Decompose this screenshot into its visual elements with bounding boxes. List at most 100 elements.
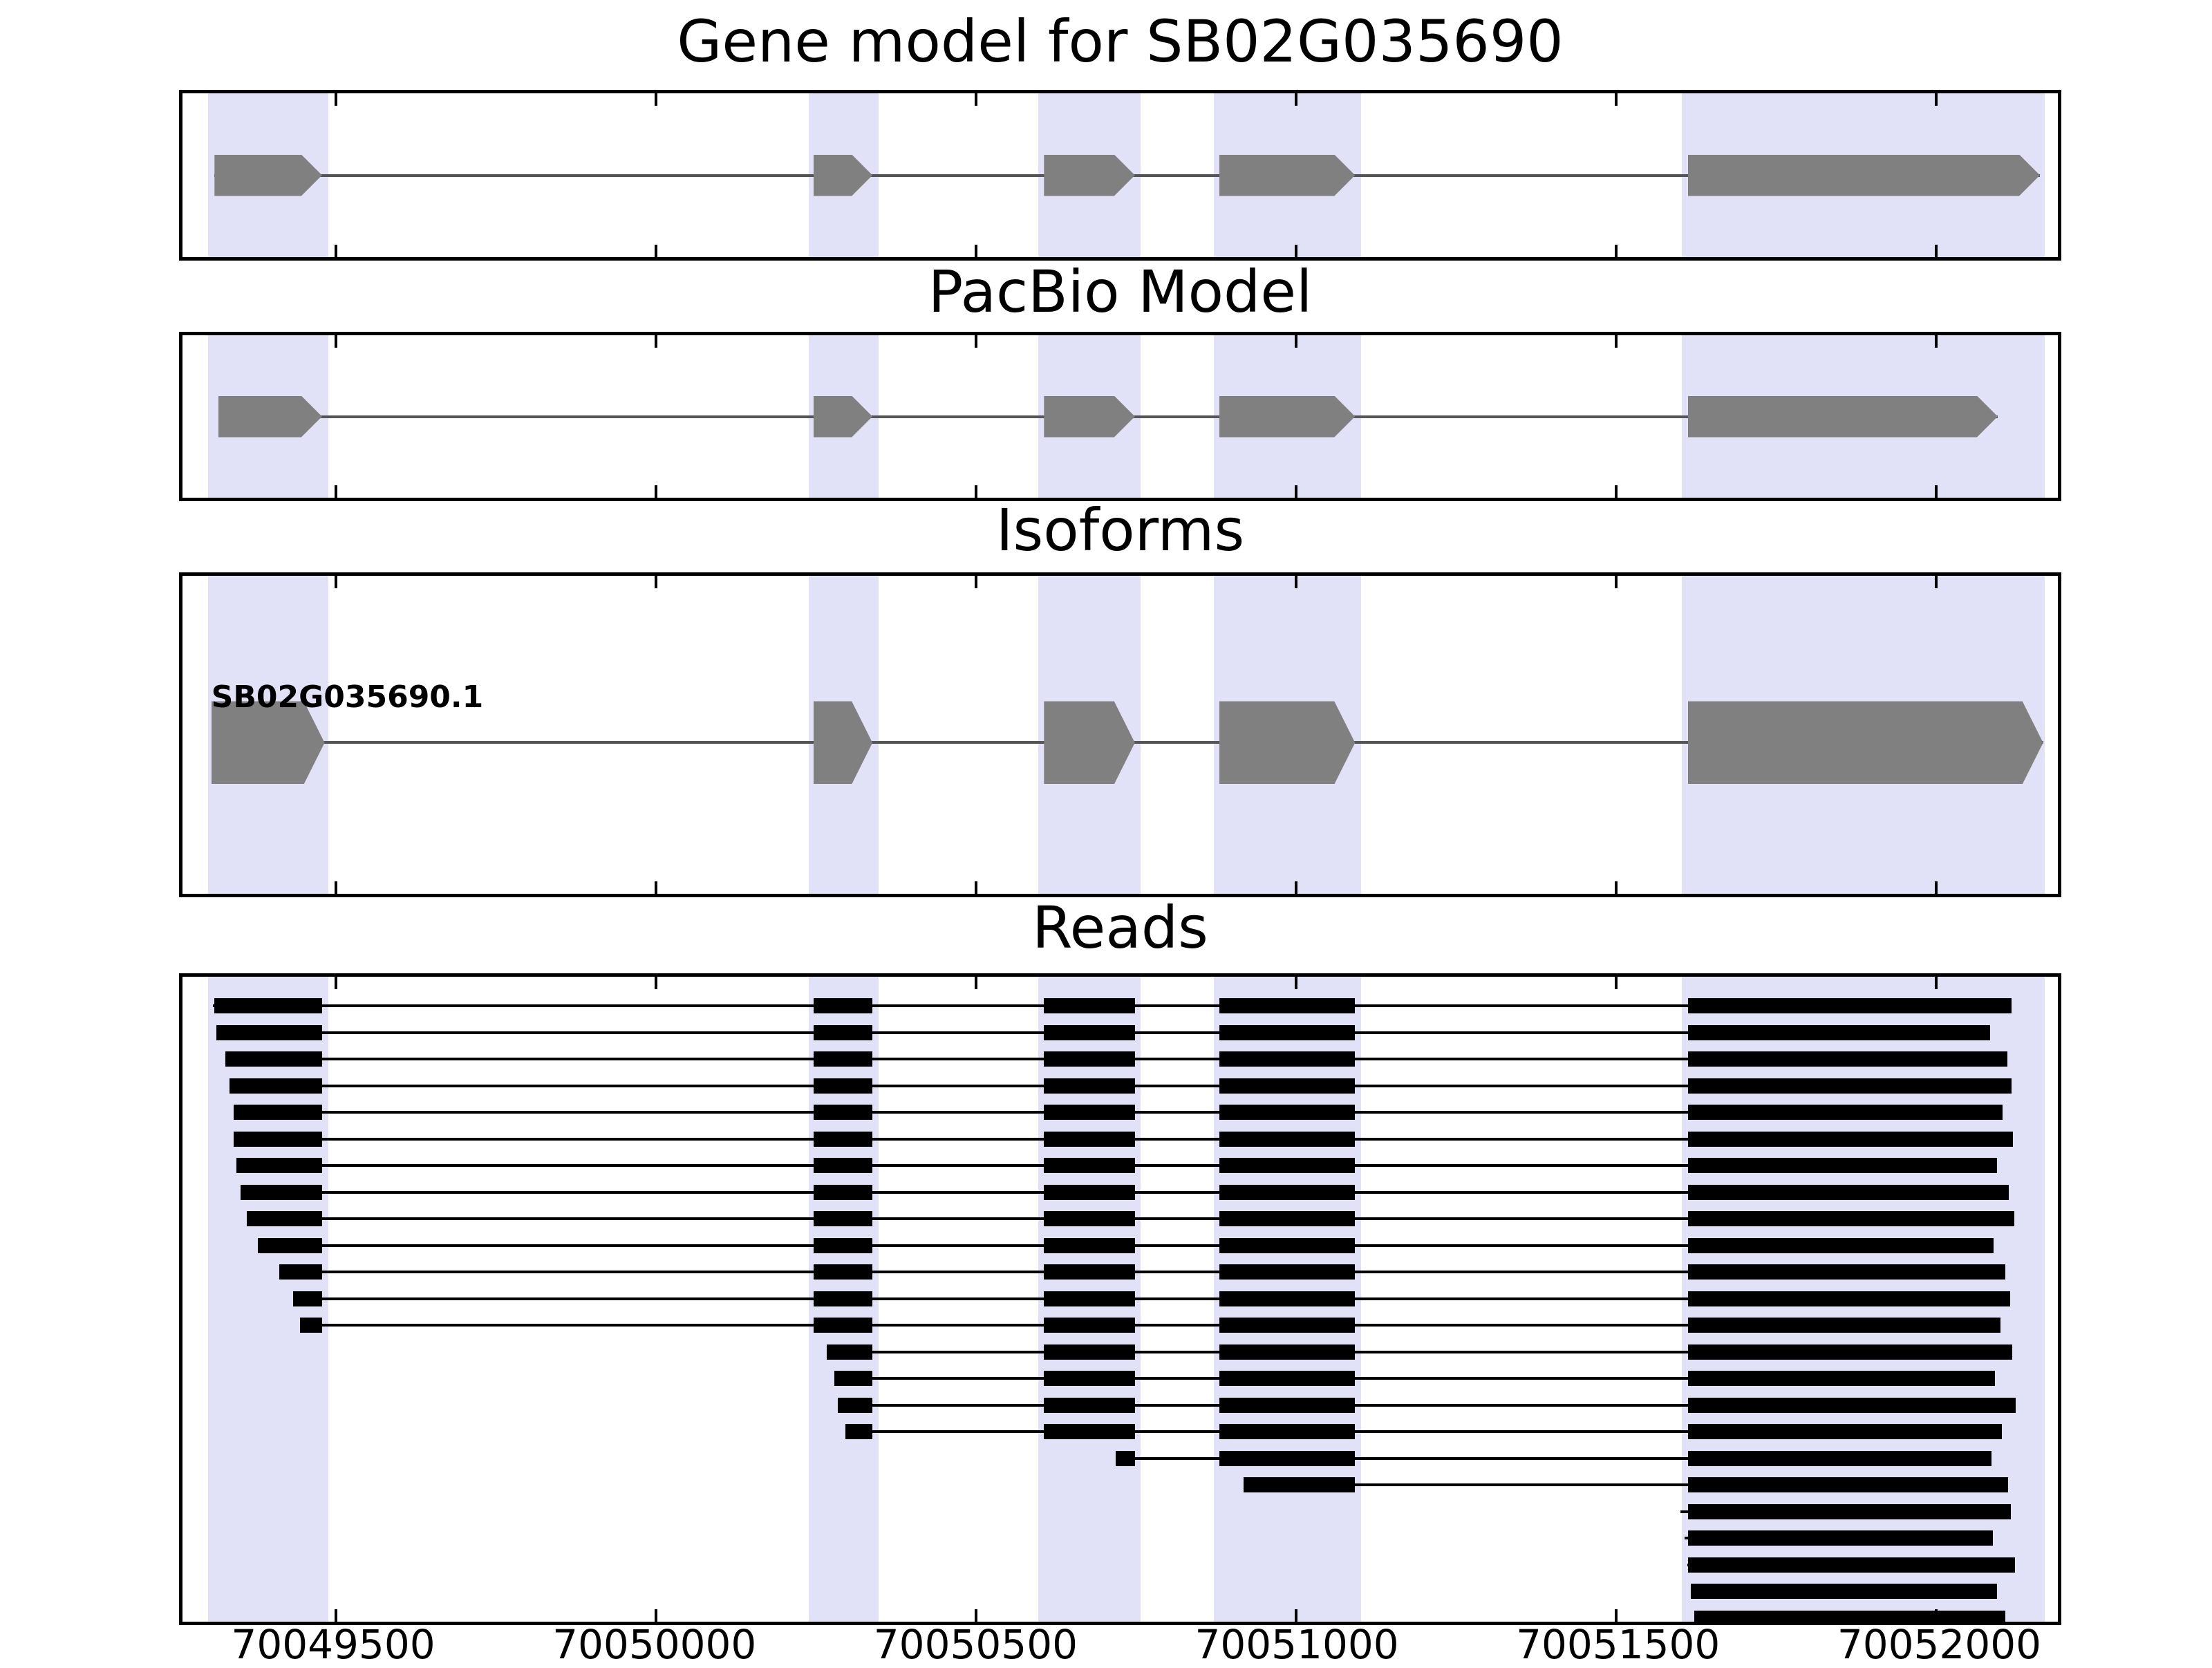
- axis-tick-top: [1615, 576, 1618, 588]
- read-exon-block: [1044, 1024, 1135, 1040]
- exon-block: [1044, 154, 1135, 196]
- read-exon-block: [1687, 1211, 2015, 1226]
- read-line: [1116, 1456, 1991, 1460]
- read-exon-block: [241, 1184, 322, 1200]
- read-line: [838, 1403, 2016, 1407]
- read-line: [293, 1297, 2011, 1300]
- read-exon-block: [1219, 1237, 1356, 1253]
- panel-gene-model: [179, 90, 2061, 261]
- axis-tick-bottom: [1935, 881, 1938, 894]
- x-tick-label: 70049500: [231, 1621, 435, 1668]
- read-exon-block: [1219, 1078, 1356, 1094]
- axis-tick-bottom: [1295, 245, 1298, 257]
- axis-tick-top: [975, 335, 978, 348]
- read-exon-block: [1219, 1318, 1356, 1333]
- read-exon-block: [1687, 1450, 1991, 1466]
- read-exon-block: [827, 1344, 873, 1360]
- panel-reads: [179, 973, 2061, 1625]
- read-exon-block: [1687, 1024, 1990, 1040]
- axis-tick-top: [975, 93, 978, 106]
- read-exon-block: [1219, 1211, 1356, 1226]
- x-tick-label: 70052000: [1837, 1621, 2042, 1668]
- read-exon-block: [1044, 998, 1135, 1013]
- read-line: [834, 1377, 1996, 1380]
- read-exon-block: [1687, 1237, 1994, 1253]
- read-exon-block: [838, 1397, 873, 1413]
- axis-tick-bottom: [1615, 485, 1618, 498]
- axis-tick-top: [1295, 335, 1298, 348]
- read-exon-block: [1219, 1158, 1356, 1173]
- read-exon-block: [225, 1051, 322, 1067]
- axis-tick-top: [1615, 335, 1618, 348]
- axis-tick-top: [655, 93, 658, 106]
- read-exon-block: [1219, 1024, 1356, 1040]
- read-exon-block: [258, 1237, 322, 1253]
- axis-tick-top: [1615, 93, 1618, 106]
- axis-tick-bottom: [975, 485, 978, 498]
- read-exon-block: [813, 1051, 873, 1067]
- read-exon-block: [1687, 1131, 2014, 1147]
- read-exon-block: [1219, 1450, 1356, 1466]
- read-exon-block: [1219, 1371, 1356, 1386]
- read-exon-block: [279, 1264, 322, 1280]
- x-tick-label: 70051000: [1194, 1621, 1399, 1668]
- read-exon-block: [1044, 1264, 1135, 1280]
- read-line: [827, 1350, 2013, 1353]
- read-exon-block: [1687, 1264, 2006, 1280]
- exon-block: [1687, 395, 1998, 438]
- read-exon-block: [1694, 1610, 2006, 1622]
- read-exon-block: [1687, 1477, 2008, 1492]
- axis-tick-bottom: [655, 485, 658, 498]
- axis-tick-bottom: [975, 881, 978, 894]
- axis-tick-top: [1935, 977, 1938, 989]
- read-exon-block: [1687, 1158, 1998, 1173]
- read-exon-block: [1044, 1211, 1135, 1226]
- read-exon-block: [1690, 1584, 1998, 1599]
- panel-pacbio-model: [179, 332, 2061, 501]
- read-exon-block: [1687, 1318, 2000, 1333]
- pacbio-title: PacBio Model: [928, 258, 1313, 326]
- read-exon-block: [1044, 1344, 1135, 1360]
- axis-tick-bottom: [975, 1609, 978, 1622]
- read-exon-block: [1044, 1105, 1135, 1120]
- read-exon-block: [1219, 1131, 1356, 1147]
- exon-block: [1687, 701, 2043, 785]
- axis-tick-top: [1935, 335, 1938, 348]
- read-exon-block: [1687, 1184, 2009, 1200]
- read-exon-block: [813, 1158, 873, 1173]
- exon-block: [214, 154, 322, 196]
- read-exon-block: [216, 1024, 322, 1040]
- read-line: [279, 1271, 2006, 1273]
- read-exon-block: [1044, 1051, 1135, 1067]
- read-exon-block: [813, 1291, 873, 1306]
- x-tick-label: 70050000: [552, 1621, 757, 1668]
- axis-tick-bottom: [1615, 245, 1618, 257]
- read-exon-block: [1219, 1291, 1356, 1306]
- axis-tick-top: [1295, 977, 1298, 989]
- exon-block: [1219, 154, 1356, 196]
- read-exon-block: [813, 1131, 873, 1147]
- read-exon-block: [1687, 1291, 2011, 1306]
- read-exon-block: [300, 1318, 322, 1333]
- axis-tick-top: [1615, 977, 1618, 989]
- read-exon-block: [1116, 1450, 1135, 1466]
- isoforms-title: Isoforms: [995, 496, 1245, 564]
- reads-title: Reads: [1032, 894, 1208, 962]
- read-exon-block: [1044, 1397, 1135, 1413]
- read-exon-block: [1687, 1397, 2016, 1413]
- read-exon-block: [1687, 998, 2012, 1013]
- read-exon-block: [1044, 1131, 1135, 1147]
- axis-tick-bottom: [655, 245, 658, 257]
- read-exon-block: [1244, 1477, 1356, 1492]
- axis-tick-top: [1295, 93, 1298, 106]
- panel-isoforms: SB02G035690.1: [179, 572, 2061, 897]
- read-exon-block: [813, 1318, 873, 1333]
- read-exon-block: [1687, 1051, 2007, 1067]
- read-exon-block: [813, 1024, 873, 1040]
- read-exon-block: [845, 1424, 873, 1439]
- axis-tick-bottom: [1935, 245, 1938, 257]
- axis-tick-top: [335, 576, 338, 588]
- read-exon-block: [1687, 1557, 2015, 1573]
- x-tick-label: 70051500: [1516, 1621, 1721, 1668]
- read-exon-block: [234, 1105, 322, 1120]
